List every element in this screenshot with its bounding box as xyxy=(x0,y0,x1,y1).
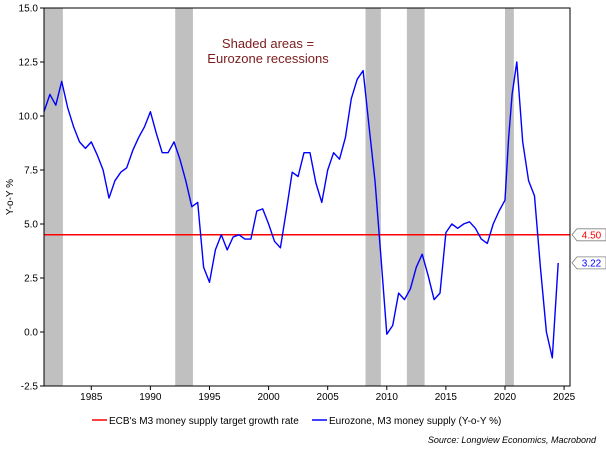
end-tag-box-1 xyxy=(571,256,606,270)
recession-band-1 xyxy=(175,8,193,386)
y-tick-label-1: 0.0 xyxy=(24,328,38,339)
y-tick-label-0: -2.5 xyxy=(21,382,39,393)
legend-label-m3: Eurozone, M3 money supply (Y-o-Y %) xyxy=(329,416,501,427)
x-tick-label-1: 1990 xyxy=(139,392,162,403)
y-axis-label: Y-o-Y % xyxy=(5,179,16,215)
series-line-m3 xyxy=(43,61,559,359)
y-tick-label-3: 5.0 xyxy=(24,220,38,231)
x-tick-label-7: 2020 xyxy=(494,392,517,403)
end-tag-label-0: 4.50 xyxy=(582,230,602,241)
x-tick-label-5: 2010 xyxy=(376,392,399,403)
y-tick-label-7: 15.0 xyxy=(19,4,39,15)
annotation-line-2: Eurozone recessions xyxy=(207,51,329,66)
x-tick-label-6: 2015 xyxy=(435,392,458,403)
annotation-line-1: Shaded areas = xyxy=(222,36,314,51)
y-tick-label-2: 2.5 xyxy=(24,274,38,285)
recession-band-0 xyxy=(44,8,63,386)
end-tag-label-1: 3.22 xyxy=(582,258,602,269)
x-tick-label-4: 2005 xyxy=(317,392,340,403)
y-tick-label-5: 10.0 xyxy=(19,112,39,123)
end-tag-box-0 xyxy=(571,228,606,242)
series-lines xyxy=(43,61,570,359)
x-axis: 1985 1990 1995 2000 2005 2010 2015 2020 2025 xyxy=(80,386,576,403)
plot-frame xyxy=(43,7,571,387)
end-value-tags: 4.50 3.22 xyxy=(571,228,606,270)
legend-label-target: ECB's M3 money supply target growth rate xyxy=(109,416,299,427)
x-tick-label-3: 2000 xyxy=(257,392,280,403)
x-tick-label-2: 1995 xyxy=(198,392,221,403)
recession-band-4 xyxy=(504,8,514,386)
recession-band-2 xyxy=(365,8,381,386)
recession-bands xyxy=(44,8,514,386)
recession-band-3 xyxy=(406,8,425,386)
legend: ECB's M3 money supply target growth rate… xyxy=(92,416,501,427)
x-tick-label-8: 2025 xyxy=(553,392,576,403)
x-tick-label-0: 1985 xyxy=(80,392,103,403)
y-axis: -2.5 0.0 2.5 5.0 7.5 10.0 12.5 15.0 xyxy=(19,4,44,393)
y-tick-label-4: 7.5 xyxy=(24,166,38,177)
y-tick-label-6: 12.5 xyxy=(19,58,39,69)
source-note: Source: Longview Economics, Macrobond xyxy=(428,435,597,445)
